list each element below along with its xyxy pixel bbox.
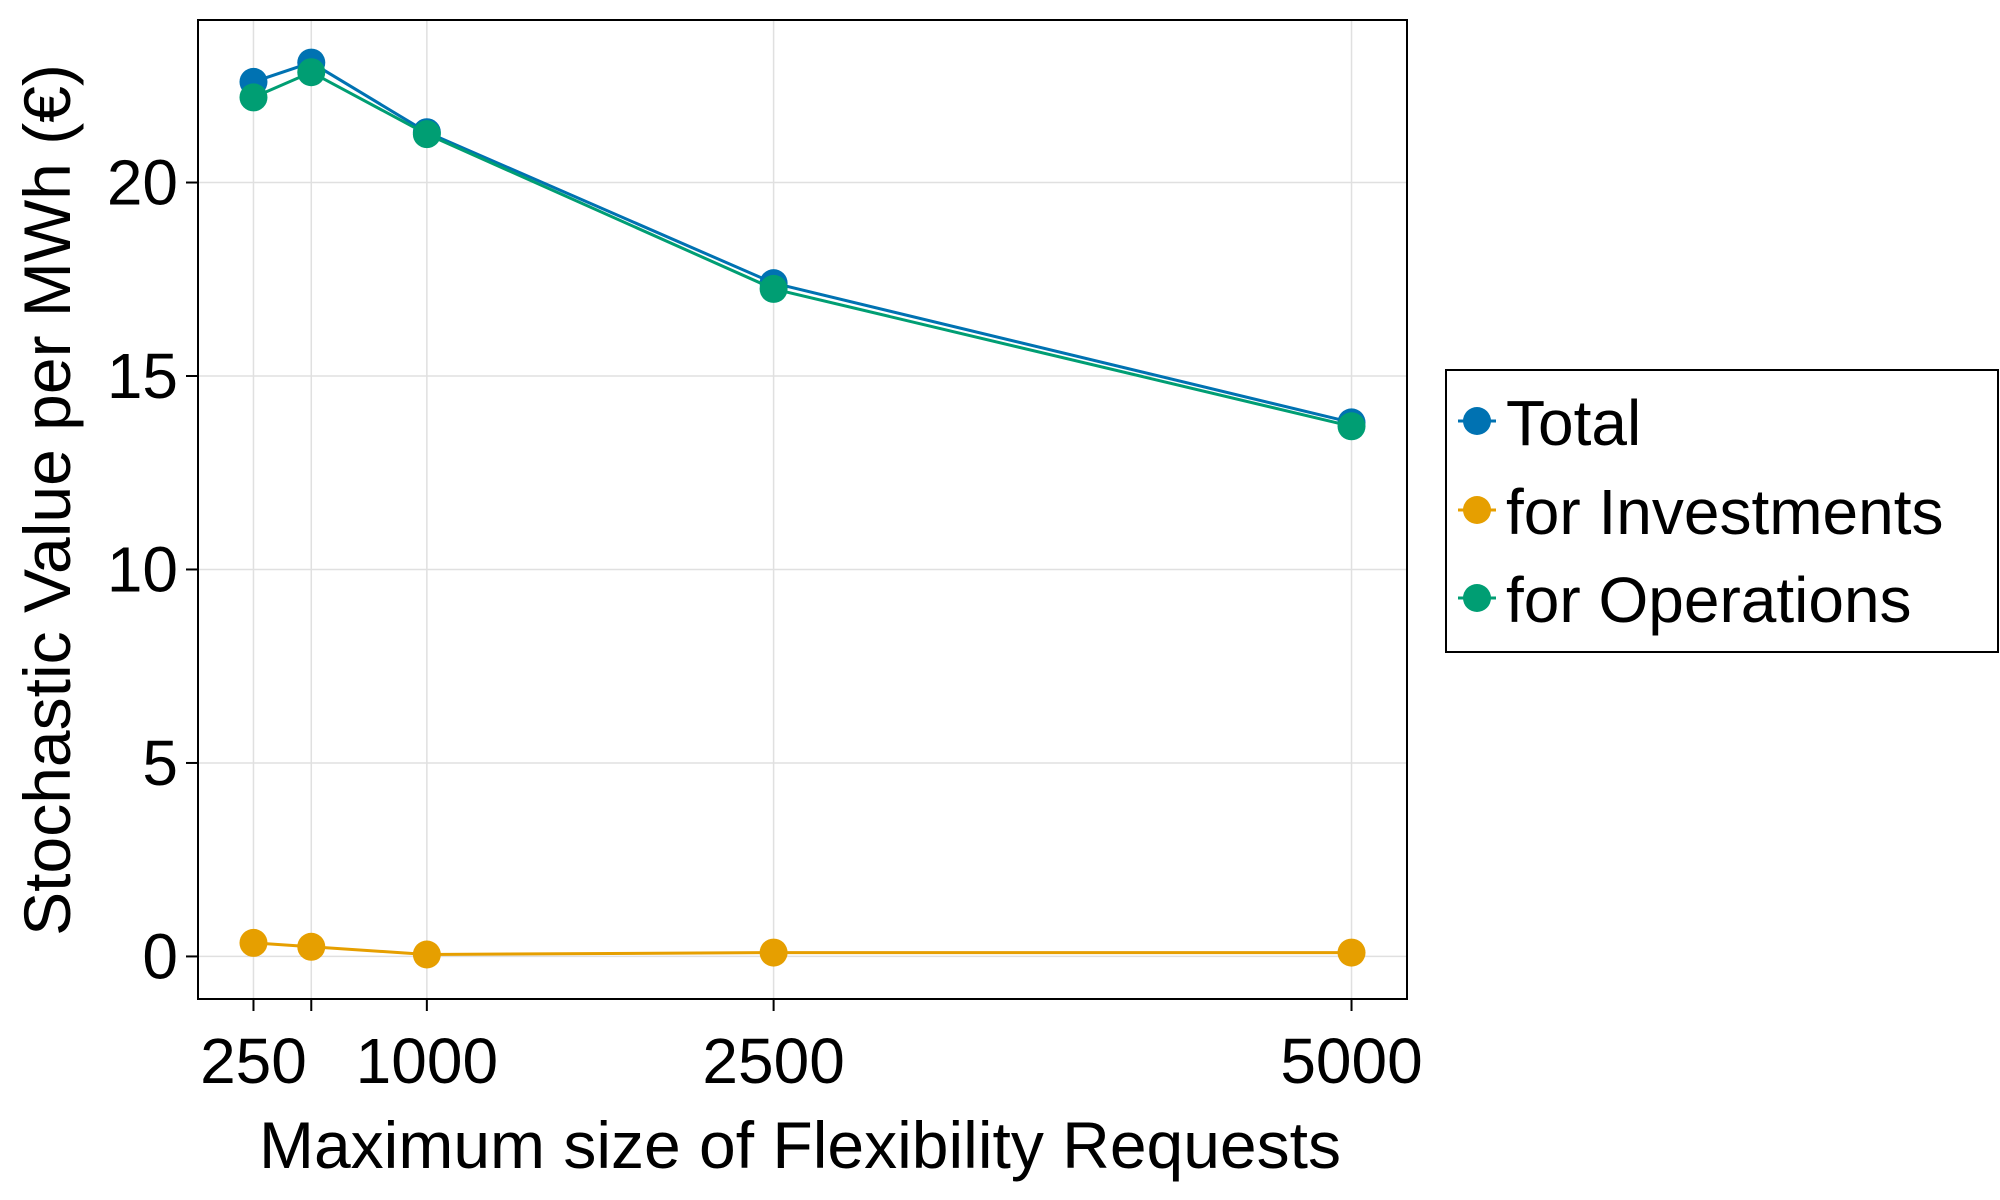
y-tick-label: 0 bbox=[142, 920, 178, 992]
legend-label-investments: for Investments bbox=[1506, 476, 1944, 548]
legend-label-total: Total bbox=[1506, 387, 1641, 459]
x-tick-label: 1000 bbox=[356, 1025, 498, 1097]
legend-item-operations: for Operations bbox=[1458, 564, 1912, 636]
y-tick-label: 5 bbox=[142, 727, 178, 799]
data-point-for-operations bbox=[239, 83, 268, 112]
x-axis-title: Maximum size of Flexibility Requests bbox=[259, 1108, 1341, 1182]
series-line-total bbox=[253, 60, 1352, 424]
tick-labels: 250 1000 2500 5000 0 5 10 15 20 bbox=[107, 147, 1423, 1097]
legend-item-investments: for Investments bbox=[1458, 476, 1944, 548]
plot-frame bbox=[197, 19, 1408, 1000]
data-point-for-operations bbox=[412, 120, 441, 149]
y-axis-title: Stochastic Value per MWh (€) bbox=[10, 64, 84, 936]
data-point-for-investments bbox=[239, 928, 268, 957]
data-point-for-investments bbox=[759, 938, 788, 967]
data-point-for-operations bbox=[297, 58, 326, 87]
data-point-for-operations bbox=[1337, 412, 1366, 441]
y-tick-label: 15 bbox=[107, 340, 178, 412]
y-tick-label: 20 bbox=[107, 147, 178, 219]
x-tick-label: 2500 bbox=[702, 1025, 844, 1097]
ticks bbox=[186, 181, 1353, 1011]
x-tick-label: 250 bbox=[200, 1025, 307, 1097]
data-point-for-investments bbox=[297, 932, 326, 961]
legend: Total for Investments for Operations bbox=[1445, 369, 1999, 653]
legend-label-operations: for Operations bbox=[1506, 564, 1912, 636]
y-tick-label: 10 bbox=[107, 533, 178, 605]
data-point-for-operations bbox=[759, 274, 788, 303]
legend-marker-investments bbox=[1463, 496, 1491, 524]
legend-box bbox=[1445, 369, 1999, 653]
grid bbox=[198, 20, 1407, 999]
data-point-for-investments bbox=[412, 940, 441, 969]
series-layer bbox=[239, 48, 1366, 969]
legend-marker-operations bbox=[1463, 584, 1491, 612]
data-point-for-investments bbox=[1337, 938, 1366, 967]
legend-item-total: Total bbox=[1458, 387, 1641, 459]
legend-marker-total bbox=[1463, 407, 1491, 435]
x-tick-label: 5000 bbox=[1280, 1025, 1422, 1097]
